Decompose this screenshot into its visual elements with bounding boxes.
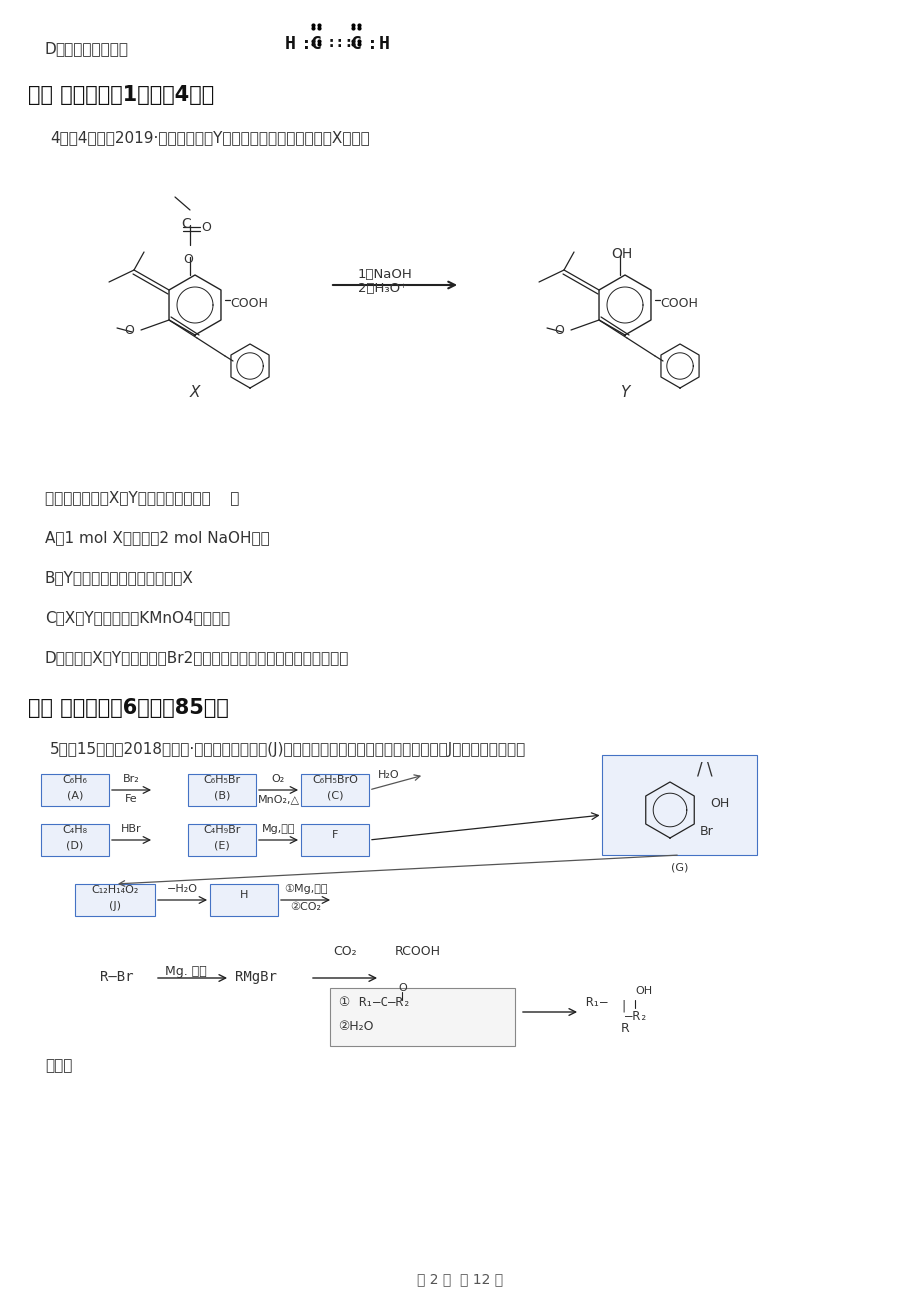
Text: R₁—: R₁—	[584, 996, 607, 1009]
Text: (D): (D)	[66, 841, 84, 852]
Text: (A): (A)	[67, 792, 83, 801]
Text: ②H₂O: ②H₂O	[337, 1019, 373, 1032]
Text: H: H	[379, 35, 390, 53]
Text: MnO₂,△: MnO₂,△	[257, 794, 300, 805]
Bar	[187, 773, 255, 806]
Text: F: F	[332, 829, 338, 840]
Bar	[602, 755, 756, 855]
Text: C₄H₈: C₄H₈	[62, 825, 87, 835]
Bar	[75, 884, 154, 917]
Text: OH: OH	[709, 797, 729, 810]
Text: A．1 mol X最多能与2 mol NaOH反应: A．1 mol X最多能与2 mol NaOH反应	[45, 530, 269, 546]
Bar	[301, 824, 369, 855]
Bar	[330, 988, 515, 1046]
Text: (C): (C)	[326, 792, 343, 801]
Bar	[210, 884, 278, 917]
Text: :::: :::	[326, 35, 354, 49]
Text: 下列有关化合物X、Y的说法正确的是（    ）: 下列有关化合物X、Y的说法正确的是（ ）	[45, 490, 239, 505]
Text: C．X、Y均能与酸性KMnO4溶液反应: C．X、Y均能与酸性KMnO4溶液反应	[45, 611, 230, 625]
Text: R: R	[620, 1022, 630, 1035]
Text: R—Br: R—Br	[100, 970, 133, 984]
Text: Y: Y	[619, 385, 629, 400]
Text: C: C	[311, 35, 322, 53]
Text: (J): (J)	[108, 901, 121, 911]
Text: ②CO₂: ②CO₂	[290, 902, 321, 911]
Text: 第 2 页  共 12 页: 第 2 页 共 12 页	[416, 1272, 503, 1286]
Text: :: :	[301, 35, 312, 53]
Text: C₁₂H₁₄O₂: C₁₂H₁₄O₂	[91, 885, 139, 894]
Bar	[187, 824, 255, 855]
Text: COOH: COOH	[659, 297, 698, 310]
Text: C₆H₆: C₆H₆	[62, 775, 87, 785]
Text: 已知：: 已知：	[45, 1059, 73, 1073]
Text: (B): (B)	[213, 792, 230, 801]
Text: CO₂: CO₂	[333, 945, 357, 958]
Text: Br₂: Br₂	[123, 773, 140, 784]
Bar	[301, 773, 369, 806]
Text: D．室温下X、Y分别与足量Br2加成的产物分子中手性碳原子数目相等: D．室温下X、Y分别与足量Br2加成的产物分子中手性碳原子数目相等	[45, 650, 349, 665]
Text: COOH: COOH	[230, 297, 267, 310]
Text: X: X	[189, 385, 200, 400]
Text: C₆H₅BrO: C₆H₅BrO	[312, 775, 357, 785]
Text: C: C	[351, 35, 361, 53]
Text: O: O	[124, 324, 134, 337]
Text: C: C	[181, 217, 190, 230]
Text: O: O	[398, 983, 406, 993]
Text: Br: Br	[699, 825, 713, 838]
Text: O: O	[183, 253, 193, 266]
Text: 2）H₃O⁺: 2）H₃O⁺	[357, 283, 406, 296]
Text: ①: ①	[337, 996, 349, 1009]
Text: 5．（15分）（2018高三上·东莞期末）丁苯酞(J)是治疗轻、中度急性脑缺血的药物，合成J的一种路线如下：: 5．（15分）（2018高三上·东莞期末）丁苯酞(J)是治疗轻、中度急性脑缺血的…	[50, 742, 526, 756]
Text: 三、 综合题（共6题；共85分）: 三、 综合题（共6题；共85分）	[28, 698, 229, 717]
Text: Mg,乙醚: Mg,乙醚	[262, 824, 295, 835]
Text: ．乙炔的电子式：: ．乙炔的电子式：	[55, 42, 128, 57]
Text: \: \	[707, 760, 712, 779]
Text: B．Y与乙醇发生酯化反应可得到X: B．Y与乙醇发生酯化反应可得到X	[45, 570, 194, 585]
Text: R₁—C—R₂: R₁—C—R₂	[357, 996, 410, 1009]
Text: O₂: O₂	[272, 773, 285, 784]
Text: —R₂: —R₂	[624, 1010, 647, 1023]
Bar	[41, 824, 108, 855]
Text: ①Mg,乙醚: ①Mg,乙醚	[284, 884, 327, 894]
Text: H: H	[240, 891, 248, 900]
Text: D: D	[45, 42, 57, 57]
Text: (E): (E)	[214, 841, 230, 852]
Text: H₂O: H₂O	[378, 769, 400, 780]
Text: −H₂O: −H₂O	[167, 884, 198, 894]
Text: 1）NaOH: 1）NaOH	[357, 268, 413, 281]
Text: OH: OH	[634, 986, 652, 996]
Text: Mg. 乙醚: Mg. 乙醚	[165, 965, 207, 978]
Text: :: :	[367, 35, 378, 53]
Text: (G): (G)	[671, 863, 688, 874]
Text: OH: OH	[610, 247, 631, 260]
Text: O: O	[200, 221, 210, 234]
Text: RCOOH: RCOOH	[394, 945, 440, 958]
Text: 4．（4分）（2019·江苏）化合物Y具有抗菌、消炎作用，可由X制得。: 4．（4分）（2019·江苏）化合物Y具有抗菌、消炎作用，可由X制得。	[50, 130, 369, 145]
Text: Fe: Fe	[125, 794, 138, 805]
Text: O: O	[553, 324, 563, 337]
Bar	[41, 773, 108, 806]
Text: H: H	[285, 35, 296, 53]
Text: RMgBr: RMgBr	[234, 970, 277, 984]
Text: /: /	[697, 760, 702, 779]
Text: C₆H₅Br: C₆H₅Br	[203, 775, 240, 785]
Text: HBr: HBr	[121, 824, 142, 835]
Text: 二、 多选题（共1题；共4分）: 二、 多选题（共1题；共4分）	[28, 85, 214, 105]
Text: |: |	[620, 1000, 625, 1013]
Text: C₄H₉Br: C₄H₉Br	[203, 825, 241, 835]
